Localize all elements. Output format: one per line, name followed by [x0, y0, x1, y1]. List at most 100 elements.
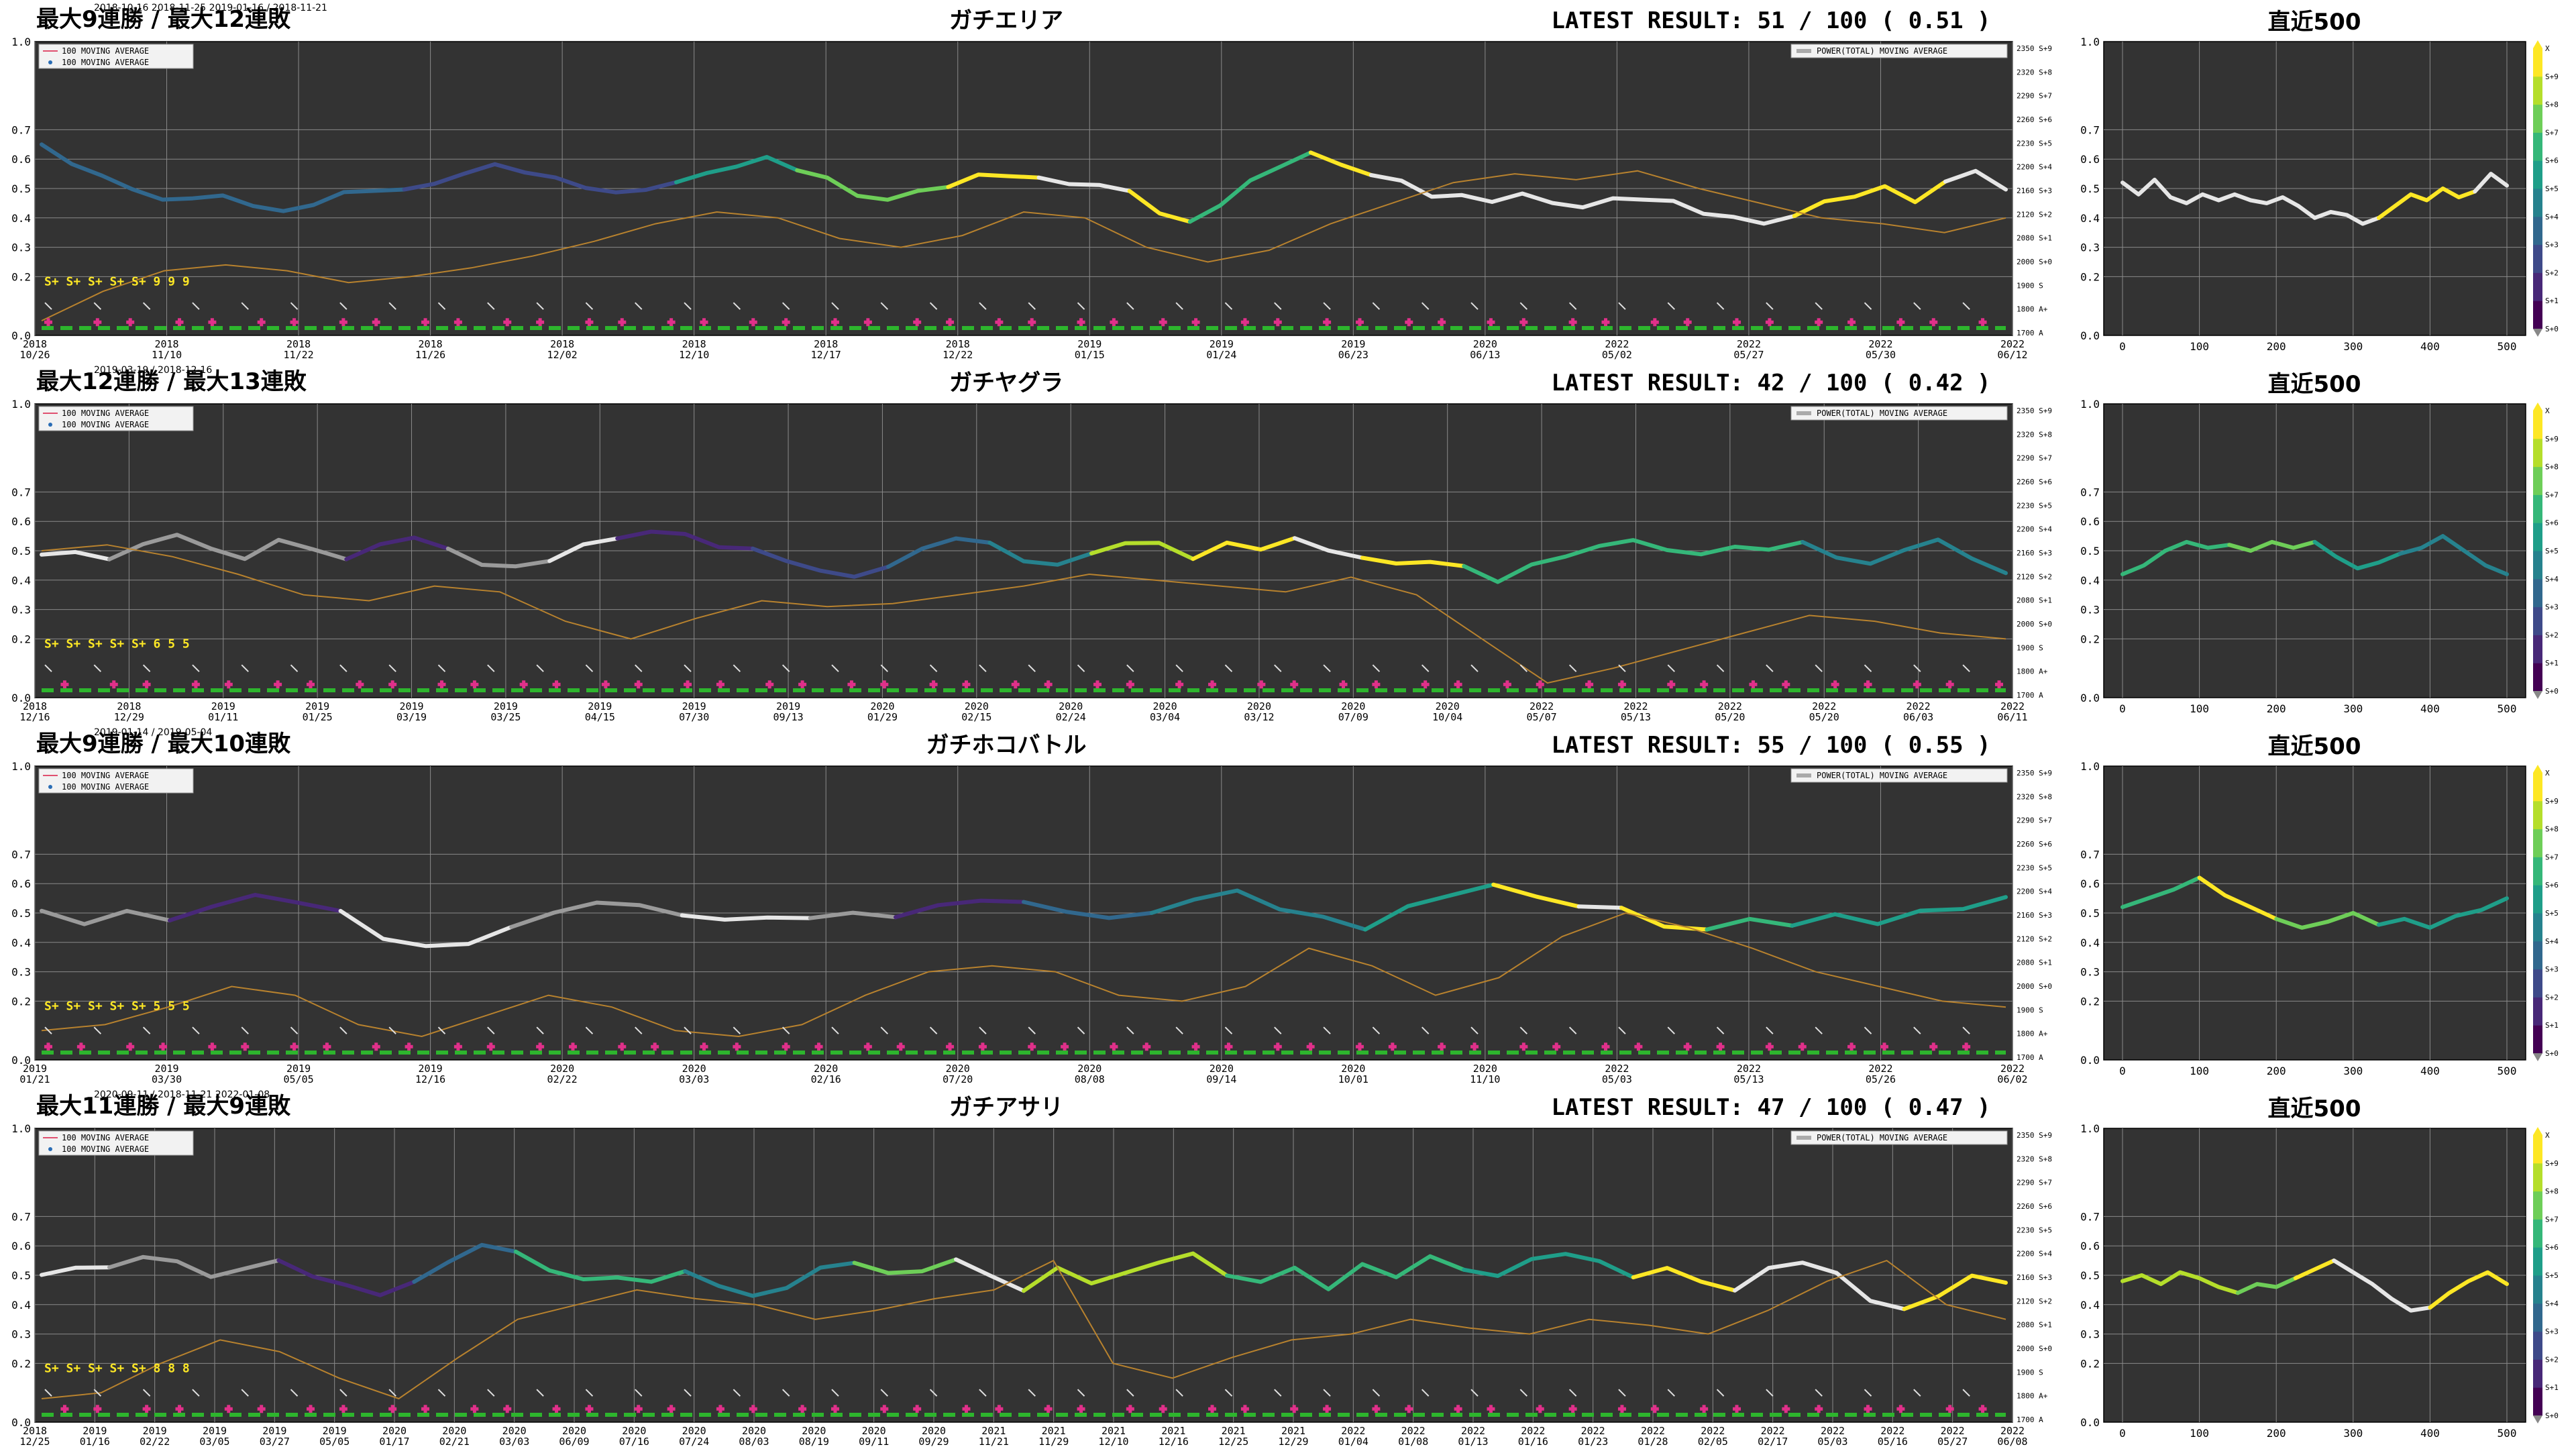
x-tick-date: 02/17	[1758, 1436, 1788, 1448]
x-marker	[1913, 1389, 1921, 1397]
colorbar-segment	[2533, 1303, 2542, 1332]
loss-cross-marker	[1847, 318, 1856, 327]
legend-right: POWER(TOTAL) MOVING AVERAGE	[1790, 768, 2008, 783]
x-marker	[929, 664, 938, 672]
legend-left: 100 MOVING AVERAGE 100 MOVING AVERAGE	[38, 406, 194, 431]
colorbar-segment	[2533, 1135, 2542, 1164]
colorbar-tick-label: S+0	[2545, 325, 2559, 333]
x-tick-date: 07/16	[619, 1436, 649, 1448]
x-marker	[241, 664, 249, 672]
colorbar-segment	[2533, 800, 2542, 830]
loss-cross-marker	[339, 1405, 347, 1413]
x-tick-date: 12/16	[1159, 1436, 1189, 1448]
loss-cross-marker	[552, 680, 561, 689]
power-tick-label: 2160 S+3	[2017, 911, 2052, 920]
x-marker	[1028, 302, 1036, 310]
recent-y-tick-label: 0.0	[2080, 1054, 2100, 1067]
x-marker	[1470, 302, 1479, 310]
loss-cross-marker	[568, 1042, 577, 1051]
loss-cross-marker	[76, 1042, 85, 1051]
x-marker	[241, 302, 249, 310]
x-marker	[684, 1389, 692, 1397]
loss-cross-marker	[1503, 680, 1511, 689]
power-tick-label: 2260 S+6	[2017, 1202, 2052, 1211]
loss-cross-marker	[1159, 318, 1167, 327]
x-tick-date: 05/20	[1809, 711, 1839, 723]
loss-cross-marker	[1470, 1042, 1479, 1051]
x-tick-date: 05/02	[1602, 349, 1632, 361]
x-tick-date: 05/03	[1817, 1436, 1847, 1448]
x-tick-year: 2022	[1812, 700, 1836, 712]
x-tick-date: 08/19	[799, 1436, 829, 1448]
loss-cross-marker	[1159, 1405, 1167, 1413]
x-tick-year: 2020	[502, 1425, 527, 1437]
colorbar-segment	[2533, 466, 2542, 495]
x-tick-date: 06/23	[1338, 349, 1368, 361]
x-tick-date: 09/11	[859, 1436, 889, 1448]
loss-cross-marker	[159, 1042, 168, 1051]
x-marker	[1766, 302, 1774, 310]
colorbar-tick-label: S+5	[2545, 909, 2559, 918]
x-marker	[929, 302, 938, 310]
recent-x-tick-label: 100	[2190, 1427, 2209, 1440]
x-marker	[733, 1026, 741, 1034]
x-tick-date: 01/29	[867, 711, 898, 723]
recent-y-tick-label: 0.3	[2080, 1328, 2100, 1341]
winrate-segment	[1127, 189, 1192, 224]
x-marker	[1962, 1389, 1970, 1397]
colorbar-tick-label: S+4	[2545, 575, 2559, 584]
y-tick-label: 0.3	[11, 966, 31, 979]
winrate-segment	[1733, 1260, 1839, 1293]
power-tick-label: 2350 S+9	[2017, 1131, 2052, 1140]
loss-cross-marker	[1438, 1042, 1446, 1051]
x-tick-date: 05/16	[1878, 1436, 1908, 1448]
loss-cross-marker	[126, 318, 135, 327]
loss-cross-marker	[503, 1405, 512, 1413]
colorbar-tick-label: S+4	[2545, 213, 2559, 221]
loss-cross-marker	[274, 680, 282, 689]
x-tick-date: 11/10	[152, 349, 182, 361]
x-tick-year: 2019	[323, 1425, 347, 1437]
winrate-segment	[946, 172, 1041, 189]
loss-cross-marker	[1880, 1042, 1888, 1051]
x-tick-year: 2020	[1436, 700, 1460, 712]
x-tick-date: 03/27	[260, 1436, 290, 1448]
y-tick-label: 0.4	[11, 212, 31, 225]
loss-cross-marker	[503, 318, 512, 327]
x-tick-year: 2020	[742, 1425, 766, 1437]
colorbar-segment	[2533, 663, 2542, 692]
x-marker	[1667, 664, 1675, 672]
recent-x-tick-label: 500	[2498, 1427, 2517, 1440]
colorbar-segment	[2533, 551, 2542, 580]
x-tick-year: 2020	[1341, 1063, 1365, 1075]
x-marker	[1815, 1026, 1823, 1034]
x-tick-year: 2020	[802, 1425, 826, 1437]
loss-cross-marker	[585, 1405, 594, 1413]
loss-cross-marker	[1733, 1405, 1741, 1413]
x-marker	[1864, 302, 1872, 310]
loss-cross-marker	[1273, 1042, 1282, 1051]
x-marker	[536, 1026, 544, 1034]
loss-cross-marker	[1224, 1042, 1233, 1051]
x-marker	[684, 302, 692, 310]
x-marker	[1618, 664, 1626, 672]
x-tick-year: 2019	[83, 1425, 107, 1437]
recent-winrate-segment	[2398, 534, 2509, 576]
x-tick-year: 2018	[286, 338, 311, 350]
x-marker	[487, 664, 495, 672]
colorbar-top-arrow	[2533, 40, 2542, 48]
x-marker	[1568, 1389, 1577, 1397]
loss-cross-marker	[257, 1405, 266, 1413]
x-marker	[1274, 1026, 1282, 1034]
recent-winrate-segment	[2377, 896, 2509, 930]
power-tick-label: 2000 S+0	[2017, 1344, 2052, 1353]
colorbar-segment	[2533, 606, 2542, 635]
x-marker	[1568, 1026, 1577, 1034]
recent-winrate-segment	[2428, 1270, 2509, 1310]
x-tick-date: 01/25	[303, 711, 333, 723]
x-marker	[339, 302, 347, 310]
x-tick-year: 2022	[1401, 1425, 1426, 1437]
winrate-segment	[1705, 916, 1794, 932]
loss-cross-marker	[1273, 318, 1282, 327]
rank-row-text: S+ S+ S+ S+ S+ 6 5 5	[44, 637, 190, 651]
